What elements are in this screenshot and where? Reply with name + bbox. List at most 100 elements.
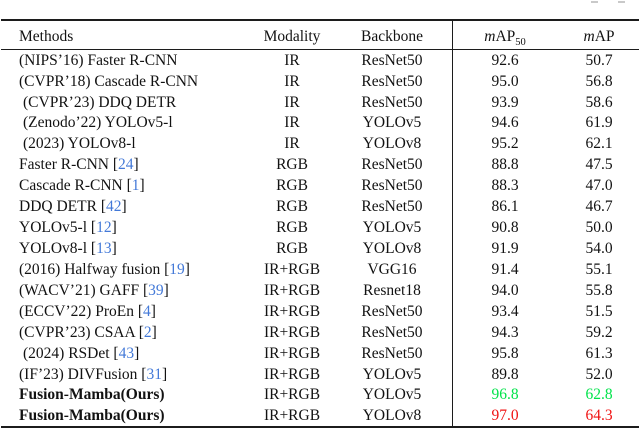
header-modality: Modality [263, 27, 321, 45]
citation-link[interactable]: 24 [118, 156, 134, 174]
table-row: DDQ DETR [42] RGB ResNet50 86.1 46.7 [0, 196, 640, 217]
backbone-cell: ResNet50 [361, 344, 423, 362]
modality-cell: IR [284, 93, 300, 111]
map50-value: 97.0 [491, 407, 519, 425]
method-cell: Cascade R-CNN [1] [19, 177, 145, 195]
table-header-rule [1, 49, 639, 50]
table-row: (NIPS’16) Faster R-CNN IR ResNet50 92.6 50.7 [0, 50, 640, 71]
map-value: 51.5 [585, 302, 613, 320]
backbone-cell: ResNet50 [361, 302, 423, 320]
modality-cell: IR+RGB [263, 344, 321, 362]
modality-cell: IR [284, 135, 300, 153]
method-name: Fusion-Mamba(Ours) [19, 386, 165, 404]
modality-cell: IR+RGB [263, 281, 321, 299]
citation-link[interactable]: 42 [105, 198, 122, 216]
backbone-cell: Resnet18 [363, 281, 421, 299]
table-row: YOLOv8-l [13] RGB YOLOv8 91.9 54.0 [0, 238, 640, 259]
map50-value: 90.8 [491, 219, 519, 237]
header-map50: mAP50 [452, 27, 558, 48]
method-cell: Fusion-Mamba(Ours) [0, 387, 252, 403]
map50-italic-m: m [484, 27, 496, 45]
table-row: (Zenodo’22) YOLOv5-l IR YOLOv5 94.6 61.9 [0, 113, 640, 134]
modality-cell: RGB [276, 198, 308, 216]
map50-value: 95.2 [491, 135, 519, 153]
table-row: (ECCV’22) ProEn [4] IR+RGB ResNet50 93.4 51.… [0, 301, 640, 322]
method-name: YOLOv8-l [19, 240, 88, 257]
citation-link[interactable]: 39 [148, 281, 164, 299]
map50-value: 93.4 [491, 302, 519, 320]
header-backbone: Backbone [361, 27, 423, 45]
map50-value: 95.0 [491, 72, 519, 90]
map-value: 50.7 [585, 51, 613, 69]
backbone-cell: ResNet50 [361, 72, 423, 90]
backbone-cell: ResNet50 [361, 177, 423, 195]
header-map: mAP [558, 29, 640, 45]
citation-link[interactable]: 43 [118, 344, 135, 362]
method-cell: DDQ DETR [42] [19, 198, 127, 216]
modality-cell: IR [284, 51, 300, 69]
map50-value: 91.4 [491, 260, 519, 278]
table-row: (CVPR’23) DDQ DETR IR ResNet50 93.9 58.6 [0, 92, 640, 113]
method-name: (ECCV’22) ProEn [19, 302, 134, 320]
modality-cell: IR+RGB [263, 365, 321, 383]
backbone-cell: VGG16 [367, 260, 417, 278]
map50-value: 94.6 [491, 114, 519, 132]
method-cell: YOLOv5-l [12] [19, 219, 117, 237]
table-top-rule [1, 19, 639, 21]
modality-cell: IR+RGB [263, 407, 321, 425]
map-italic-m: m [583, 27, 595, 45]
map50-value: 86.1 [491, 198, 519, 216]
modality-cell: RGB [276, 177, 308, 195]
table-row: YOLOv5-l [12] RGB YOLOv5 90.8 50.0 [0, 217, 640, 238]
modality-cell: IR+RGB [263, 323, 321, 341]
map-value: 47.0 [585, 177, 613, 195]
method-name: (CVPR’23) DDQ DETR [23, 93, 177, 111]
citation-link[interactable]: 12 [96, 219, 112, 237]
map-value: 55.8 [585, 281, 613, 299]
map50-value: 93.9 [491, 93, 519, 111]
table-header-row: Methods Modality Backbone mAP50 mAP [0, 24, 640, 49]
map-value: 54.0 [585, 240, 613, 257]
method-name: Fusion-Mamba(Ours) [19, 407, 165, 425]
modality-cell: IR+RGB [263, 386, 321, 404]
map-value: 55.1 [585, 260, 613, 278]
citation-link[interactable]: 1 [131, 177, 140, 195]
method-cell: (IF’23) DIVFusion [31] [19, 365, 168, 383]
table-bottom-rule [1, 426, 639, 428]
table-row: (IF’23) DIVFusion [31] IR+RGB YOLOv5 89.8 52… [0, 364, 640, 385]
method-name: (2024) RSDet [23, 344, 110, 362]
map50-value: 94.3 [491, 323, 519, 341]
map-value: 46.7 [585, 198, 613, 216]
citation-link[interactable]: 4 [143, 302, 151, 320]
map-value: 52.0 [585, 365, 613, 383]
backbone-cell: YOLOv8 [362, 135, 422, 153]
citation-link[interactable]: 31 [146, 365, 162, 383]
method-name: (2016) Halfway fusion [19, 260, 161, 278]
backbone-cell: ResNet50 [361, 323, 423, 341]
method-name: (WACV’21) GAFF [19, 281, 140, 299]
table-row: Fusion-Mamba(Ours) IR+RGB YOLOv8 97.0 64.3 [0, 406, 640, 427]
map50-value: 89.8 [491, 365, 519, 383]
map-value: 56.8 [585, 72, 613, 90]
table-row: Faster R-CNN [24] RGB ResNet50 88.8 47.5 [0, 155, 640, 176]
table-column-divider [452, 20, 453, 427]
citation-link[interactable]: 2 [143, 323, 152, 341]
backbone-cell: YOLOv5 [362, 386, 422, 404]
table-body: (NIPS’16) Faster R-CNN IR ResNet50 92.6 50.7… [0, 50, 640, 427]
citation-link[interactable]: 13 [96, 240, 112, 257]
method-name: (2023) YOLOv8-l [23, 135, 136, 153]
map50-value: 88.8 [491, 156, 519, 174]
cropped-text-artifact [591, 1, 598, 3]
modality-cell: IR [284, 114, 300, 132]
citation-link[interactable]: 19 [169, 260, 185, 278]
method-name: DDQ DETR [19, 198, 97, 216]
table-row: (CVPR’18) Cascade R-CNN IR ResNet50 95.0 56.… [0, 71, 640, 92]
map50-value: 96.8 [491, 386, 519, 404]
modality-cell: RGB [276, 156, 308, 174]
modality-cell: RGB [276, 240, 308, 257]
method-name: (NIPS’16) Faster R-CNN [19, 51, 178, 69]
map50-subscript: 50 [515, 36, 526, 48]
map-value: 64.3 [585, 407, 613, 425]
modality-cell: IR+RGB [263, 260, 321, 278]
